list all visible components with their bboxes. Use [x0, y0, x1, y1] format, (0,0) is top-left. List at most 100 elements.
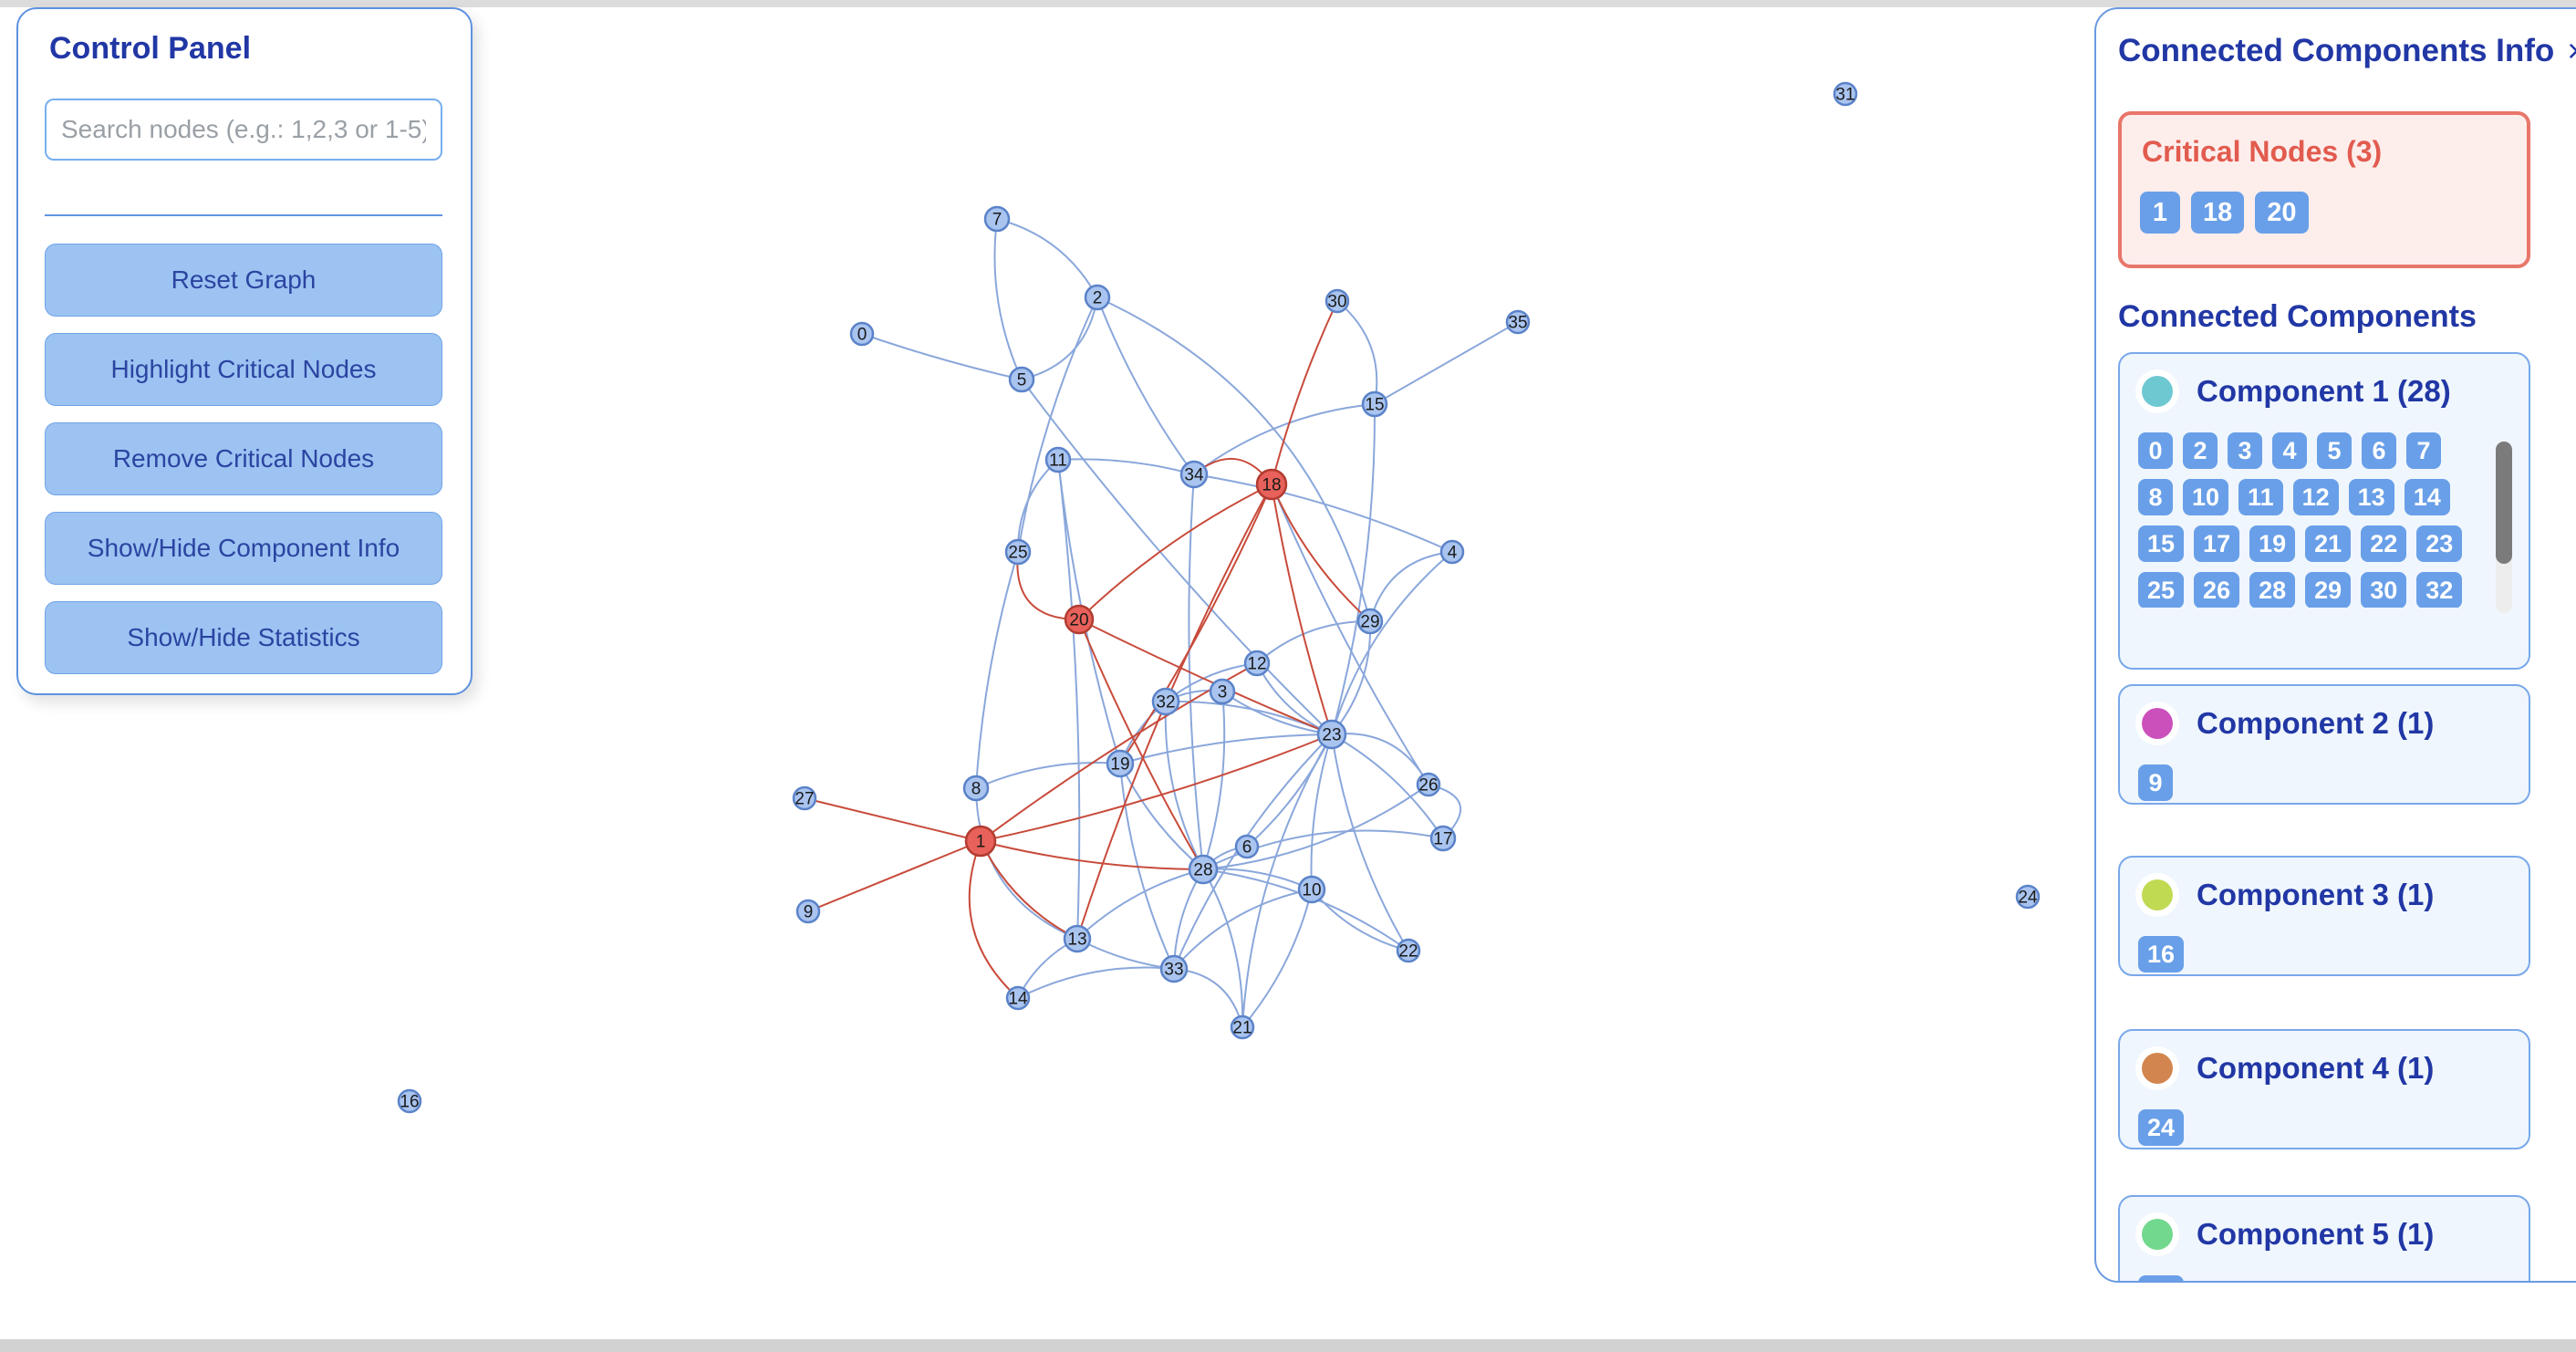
graph-node-9[interactable]: 9: [795, 899, 821, 924]
svg-text:25: 25: [1008, 544, 1027, 563]
graph-node-23[interactable]: 23: [1316, 719, 1347, 750]
node-chip-12[interactable]: 12: [2292, 479, 2339, 515]
node-chip-9[interactable]: 9: [2138, 764, 2173, 801]
node-chip-0[interactable]: 0: [2138, 432, 2173, 469]
node-chip-27[interactable]: 27: [2138, 1275, 2185, 1281]
node-chip-4[interactable]: 4: [2272, 432, 2307, 469]
graph-node-13[interactable]: 13: [1063, 924, 1092, 953]
graph-node-27[interactable]: 27: [792, 785, 817, 811]
graph-node-26[interactable]: 26: [1416, 772, 1441, 797]
graph-node-1[interactable]: 1: [964, 825, 997, 858]
graph-node-28[interactable]: 28: [1188, 854, 1219, 885]
graph-node-17[interactable]: 17: [1429, 825, 1457, 852]
svg-text:26: 26: [1418, 776, 1438, 796]
graph-node-32[interactable]: 32: [1151, 687, 1180, 716]
node-chip-26[interactable]: 26: [2194, 572, 2240, 608]
svg-text:20: 20: [1069, 611, 1088, 630]
node-chip-21[interactable]: 21: [2305, 525, 2352, 562]
graph-node-6[interactable]: 6: [1234, 834, 1260, 859]
graph-node-19[interactable]: 19: [1106, 749, 1135, 778]
node-chip-29[interactable]: 29: [2305, 572, 2352, 608]
graph-node-18[interactable]: 18: [1255, 468, 1288, 501]
node-chip-11[interactable]: 11: [2238, 479, 2283, 515]
critical-node-chip-20[interactable]: 20: [2255, 192, 2309, 234]
graph-node-15[interactable]: 15: [1361, 390, 1388, 418]
graph-node-8[interactable]: 8: [962, 775, 990, 802]
node-chip-6[interactable]: 6: [2362, 432, 2396, 469]
graph-node-31[interactable]: 31: [1833, 81, 1858, 107]
node-chip-3[interactable]: 3: [2228, 432, 2262, 469]
reset-graph-button[interactable]: Reset Graph: [45, 244, 442, 317]
control-panel-title: Control Panel: [49, 31, 252, 66]
graph-node-22[interactable]: 22: [1396, 938, 1421, 963]
graph-edge-2-34: [1096, 296, 1195, 475]
node-chip-22[interactable]: 22: [2361, 525, 2407, 562]
graph-node-0[interactable]: 0: [849, 321, 875, 347]
node-chip-17[interactable]: 17: [2194, 525, 2240, 562]
svg-text:17: 17: [1433, 830, 1452, 849]
component-node-chips: 16: [2138, 936, 2185, 972]
component-scrollbar-thumb[interactable]: [2496, 442, 2512, 564]
graph-node-35[interactable]: 35: [1505, 309, 1531, 335]
node-chip-10[interactable]: 10: [2183, 479, 2229, 515]
node-chip-28[interactable]: 28: [2249, 572, 2296, 608]
remove-critical-nodes-button[interactable]: Remove Critical Nodes: [45, 422, 442, 495]
graph-node-34[interactable]: 34: [1179, 460, 1209, 489]
graph-node-29[interactable]: 29: [1356, 608, 1384, 635]
graph-edge-7-5: [993, 218, 1023, 380]
svg-text:19: 19: [1110, 755, 1129, 775]
graph-node-12[interactable]: 12: [1243, 650, 1271, 677]
connected-components-panel: Connected Components Info × Critical Nod…: [2094, 7, 2576, 1283]
svg-text:35: 35: [1508, 314, 1527, 333]
toggle-component-info-button[interactable]: Show/Hide Component Info: [45, 512, 442, 585]
graph-edge-5-23: [1021, 379, 1333, 735]
graph-edge-8-19: [975, 762, 1121, 789]
graph-node-21[interactable]: 21: [1230, 1014, 1255, 1040]
graph-node-14[interactable]: 14: [1005, 985, 1031, 1011]
graph-node-3[interactable]: 3: [1209, 678, 1236, 705]
graph-edge-15-35: [1374, 321, 1519, 405]
graph-node-4[interactable]: 4: [1439, 539, 1465, 565]
graph-node-5[interactable]: 5: [1008, 366, 1035, 393]
node-chip-8[interactable]: 8: [2138, 479, 2173, 515]
svg-text:2: 2: [1093, 289, 1103, 308]
graph-node-24[interactable]: 24: [2015, 884, 2041, 910]
graph-edge-23-4: [1331, 551, 1453, 735]
node-chip-13[interactable]: 13: [2348, 479, 2394, 515]
graph-node-16[interactable]: 16: [397, 1088, 422, 1114]
svg-text:32: 32: [1156, 693, 1175, 712]
graph-edge-23-17: [1331, 733, 1444, 839]
graph-node-2[interactable]: 2: [1084, 284, 1111, 311]
node-chip-24[interactable]: 24: [2138, 1109, 2185, 1146]
svg-text:5: 5: [1017, 371, 1027, 390]
node-chip-2[interactable]: 2: [2183, 432, 2218, 469]
graph-node-33[interactable]: 33: [1159, 954, 1189, 983]
node-chip-30[interactable]: 30: [2361, 572, 2407, 608]
node-chip-19[interactable]: 19: [2249, 525, 2296, 562]
graph-node-11[interactable]: 11: [1044, 446, 1072, 473]
critical-node-chip-18[interactable]: 18: [2191, 192, 2245, 234]
search-input[interactable]: [45, 99, 442, 161]
graph-node-20[interactable]: 20: [1064, 604, 1095, 635]
node-chip-23[interactable]: 23: [2416, 525, 2463, 562]
node-chip-15[interactable]: 15: [2138, 525, 2185, 562]
graph-node-30[interactable]: 30: [1324, 288, 1350, 314]
node-chip-5[interactable]: 5: [2317, 432, 2352, 469]
control-panel: Control Panel Reset Graph Highlight Crit…: [16, 7, 473, 695]
node-chip-14[interactable]: 14: [2404, 479, 2450, 515]
graph-node-25[interactable]: 25: [1004, 538, 1032, 566]
horizontal-scrollbar[interactable]: [0, 1339, 2576, 1352]
close-icon[interactable]: ×: [2567, 35, 2576, 68]
critical-node-chip-1[interactable]: 1: [2140, 192, 2180, 234]
graph-edge-12-29: [1256, 619, 1371, 664]
node-chip-16[interactable]: 16: [2138, 936, 2185, 972]
graph-edge-15-34: [1193, 403, 1376, 475]
node-chip-32[interactable]: 32: [2416, 572, 2463, 608]
graph-node-7[interactable]: 7: [983, 205, 1011, 233]
node-chip-7[interactable]: 7: [2406, 432, 2441, 469]
highlight-critical-nodes-button[interactable]: Highlight Critical Nodes: [45, 333, 442, 406]
node-chip-25[interactable]: 25: [2138, 572, 2185, 608]
toggle-statistics-button[interactable]: Show/Hide Statistics: [45, 601, 442, 674]
graph-node-10[interactable]: 10: [1297, 875, 1326, 904]
